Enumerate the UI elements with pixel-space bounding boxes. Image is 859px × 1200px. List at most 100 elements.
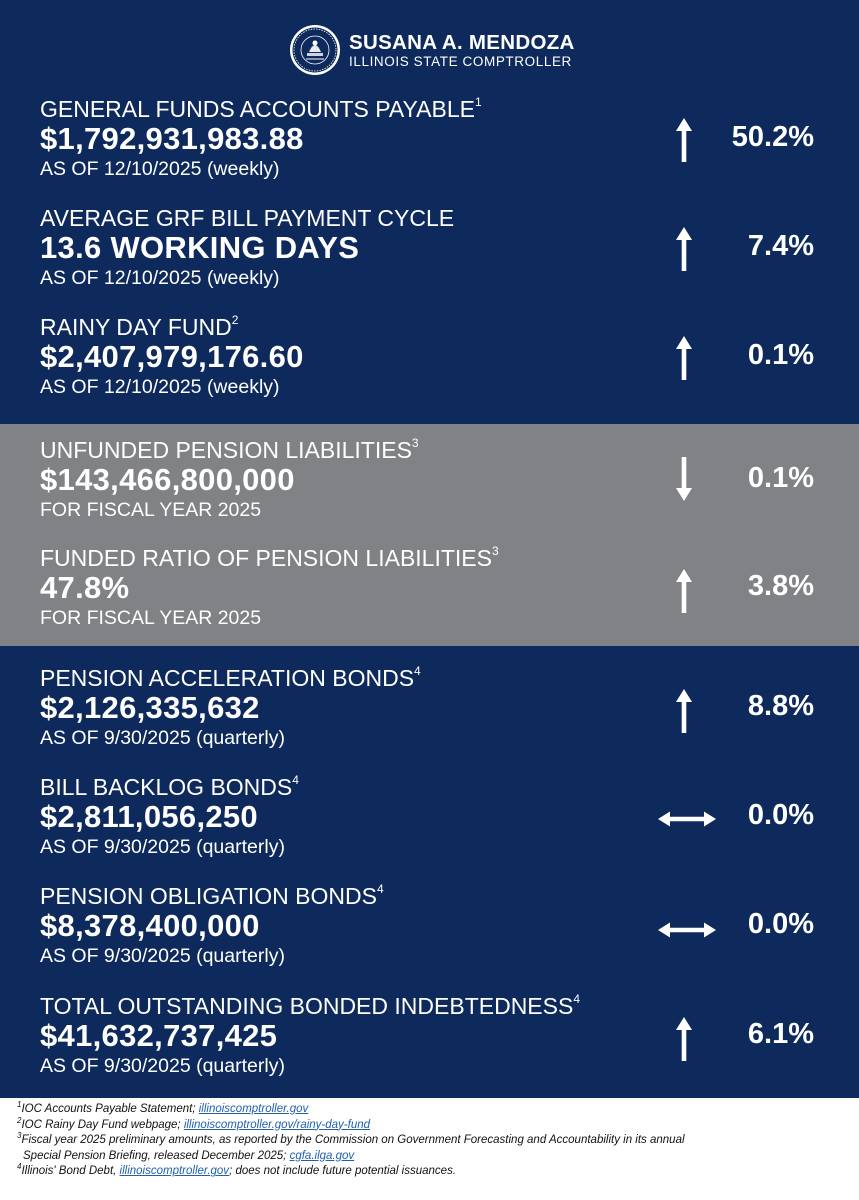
footnote-continuation: Special Pension Briefing, released Decem… xyxy=(17,1149,847,1165)
up-arrow-icon xyxy=(676,336,692,380)
footnote-ref: 3 xyxy=(491,544,499,559)
stat-label: TOTAL OUTSTANDING BONDED INDEBTEDNESS4 xyxy=(40,993,580,1019)
footnote-2: 2IOC Rainy Day Fund webpage; illinoiscom… xyxy=(17,1115,847,1134)
stat-asof: FOR FISCAL YEAR 2025 xyxy=(40,607,262,629)
stat-change: 8.8% xyxy=(747,690,814,722)
stat-acceleration-bonds: PENSION ACCELERATION BONDS4 $2,126,335,6… xyxy=(40,665,830,765)
stat-change: 50.2% xyxy=(731,121,814,153)
stat-label: PENSION OBLIGATION BONDS4 xyxy=(40,883,384,909)
stat-asof: AS OF 12/10/2025 (weekly) xyxy=(40,158,280,180)
stat-asof: AS OF 9/30/2025 (quarterly) xyxy=(40,727,285,749)
footnote-number: 3 xyxy=(17,1131,22,1141)
stat-asof: AS OF 9/30/2025 (quarterly) xyxy=(40,836,285,858)
header-text: SUSANA A. MENDOZA ILLINOIS STATE COMPTRO… xyxy=(349,30,575,69)
up-arrow-icon xyxy=(676,1017,692,1061)
footnote-text: Special Pension Briefing, released Decem… xyxy=(23,1149,290,1162)
stat-value: $41,632,737,425 xyxy=(40,1018,278,1053)
footnote-number: 4 xyxy=(17,1162,22,1172)
up-arrow-icon xyxy=(676,227,692,271)
stat-asof: FOR FISCAL YEAR 2025 xyxy=(40,499,262,521)
comptroller-name: SUSANA A. MENDOZA xyxy=(349,30,575,54)
stat-value: $2,811,056,250 xyxy=(40,799,258,834)
gray-band-pension xyxy=(0,424,859,646)
comptroller-title: ILLINOIS STATE COMPTROLLER xyxy=(349,53,572,69)
stat-change: 0.1% xyxy=(747,339,814,371)
stat-label: UNFUNDED PENSION LIABILITIES3 xyxy=(40,437,419,463)
up-arrow-icon xyxy=(676,689,692,733)
stat-unfunded-pension: UNFUNDED PENSION LIABILITIES3 $143,466,8… xyxy=(40,437,830,537)
footnote-link[interactable]: illinoiscomptroller.gov xyxy=(119,1165,230,1178)
footnote-number: 1 xyxy=(17,1100,22,1110)
stat-label: PENSION ACCELERATION BONDS4 xyxy=(40,665,421,691)
stat-value: 13.6 WORKING DAYS xyxy=(40,230,360,265)
stat-label-text: PENSION OBLIGATION BONDS xyxy=(40,883,377,909)
footnote-ref: 4 xyxy=(414,664,421,679)
stat-asof: AS OF 9/30/2025 (quarterly) xyxy=(40,1055,285,1077)
stat-label-text: FUNDED RATIO OF PENSION LIABILITIES xyxy=(40,545,492,571)
footnote-ref: 1 xyxy=(474,95,482,110)
stat-change: 0.1% xyxy=(747,462,814,494)
footnote-ref: 3 xyxy=(411,436,419,451)
stat-label-text: UNFUNDED PENSION LIABILITIES xyxy=(40,437,412,463)
stat-label: AVERAGE GRF BILL PAYMENT CYCLE xyxy=(40,205,454,231)
footnote-link[interactable]: cgfa.ilga.gov xyxy=(289,1149,355,1162)
stat-total-bonded-indebtedness: TOTAL OUTSTANDING BONDED INDEBTEDNESS4 $… xyxy=(40,993,830,1093)
stat-value: $8,378,400,000 xyxy=(40,908,260,943)
stat-value: $2,126,335,632 xyxy=(40,690,260,725)
stat-obligation-bonds: PENSION OBLIGATION BONDS4 $8,378,400,000… xyxy=(40,883,830,983)
stat-asof: AS OF 12/10/2025 (weekly) xyxy=(40,376,280,398)
up-arrow-icon xyxy=(676,569,692,613)
stat-asof: AS OF 12/10/2025 (weekly) xyxy=(40,267,280,289)
footnote-4: 4Illinois' Bond Debt, illinoiscomptrolle… xyxy=(17,1162,847,1180)
stat-funded-ratio: FUNDED RATIO OF PENSION LIABILITIES3 47.… xyxy=(40,545,830,645)
footnote-text: Illinois' Bond Debt, xyxy=(21,1165,120,1178)
footnote-ref: 4 xyxy=(573,992,581,1007)
stat-label: BILL BACKLOG BONDS4 xyxy=(40,774,299,800)
stat-label: RAINY DAY FUND2 xyxy=(40,314,238,340)
stat-change: 7.4% xyxy=(747,230,814,262)
footnote-link[interactable]: illinoiscomptroller.gov xyxy=(198,1103,309,1115)
stat-value: $1,792,931,983.88 xyxy=(40,121,304,156)
stat-value: $143,466,800,000 xyxy=(40,462,295,497)
footnotes: 1IOC Accounts Payable Statement; illinoi… xyxy=(17,1100,847,1180)
stat-value: $2,407,979,176.60 xyxy=(40,339,304,374)
footnote-ref: 4 xyxy=(292,773,299,788)
down-arrow-icon xyxy=(676,457,692,501)
up-arrow-icon xyxy=(676,118,692,162)
navy-band-top xyxy=(0,0,859,424)
stat-change: 6.1% xyxy=(747,1018,814,1050)
footnote-text: IOC Accounts Payable Statement; xyxy=(21,1103,199,1115)
stat-label-text: RAINY DAY FUND xyxy=(40,314,232,340)
stat-accounts-payable: GENERAL FUNDS ACCOUNTS PAYABLE1 $1,792,9… xyxy=(40,96,830,196)
footnote-ref: 2 xyxy=(231,313,239,328)
footnote-text: Fiscal year 2025 preliminary amounts, as… xyxy=(21,1134,685,1147)
footnote-text: IOC Rainy Day Fund webpage; xyxy=(21,1118,184,1131)
stat-value: 47.8% xyxy=(40,570,130,605)
stat-asof: AS OF 9/30/2025 (quarterly) xyxy=(40,945,285,967)
stat-label-text: TOTAL OUTSTANDING BONDED INDEBTEDNESS xyxy=(40,993,574,1019)
stat-label-text: GENERAL FUNDS ACCOUNTS PAYABLE xyxy=(40,96,475,122)
footnote-3: 3Fiscal year 2025 preliminary amounts, a… xyxy=(17,1131,847,1165)
stat-change: 0.0% xyxy=(747,799,814,831)
double-arrow-icon xyxy=(658,811,716,827)
footnote-ref: 4 xyxy=(376,882,384,897)
stat-label: FUNDED RATIO OF PENSION LIABILITIES3 xyxy=(40,545,499,571)
stat-change: 3.8% xyxy=(747,570,814,602)
footnote-text: ; does not include future potential issu… xyxy=(229,1165,457,1178)
footnote-link[interactable]: illinoiscomptroller.gov/rainy-day-fund xyxy=(183,1118,371,1131)
stat-label-text: PENSION ACCELERATION BONDS xyxy=(40,665,415,691)
navy-band-bonds xyxy=(0,646,859,1098)
footnote-number: 2 xyxy=(17,1115,22,1125)
stat-label-text: AVERAGE GRF BILL PAYMENT CYCLE xyxy=(40,205,455,231)
stat-payment-cycle: AVERAGE GRF BILL PAYMENT CYCLE 13.6 WORK… xyxy=(40,205,830,305)
state-seal-icon xyxy=(290,25,340,75)
comptroller-header: SUSANA A. MENDOZA ILLINOIS STATE COMPTRO… xyxy=(289,22,575,78)
stat-label-text: BILL BACKLOG BONDS xyxy=(40,774,293,800)
stat-backlog-bonds: BILL BACKLOG BONDS4 $2,811,056,250 AS OF… xyxy=(40,774,830,874)
stat-label: GENERAL FUNDS ACCOUNTS PAYABLE1 xyxy=(40,96,482,122)
stat-change: 0.0% xyxy=(747,908,814,940)
double-arrow-icon xyxy=(658,922,716,938)
stat-rainy-day-fund: RAINY DAY FUND2 $2,407,979,176.60 AS OF … xyxy=(40,314,830,414)
footnote-1: 1IOC Accounts Payable Statement; illinoi… xyxy=(17,1100,847,1118)
